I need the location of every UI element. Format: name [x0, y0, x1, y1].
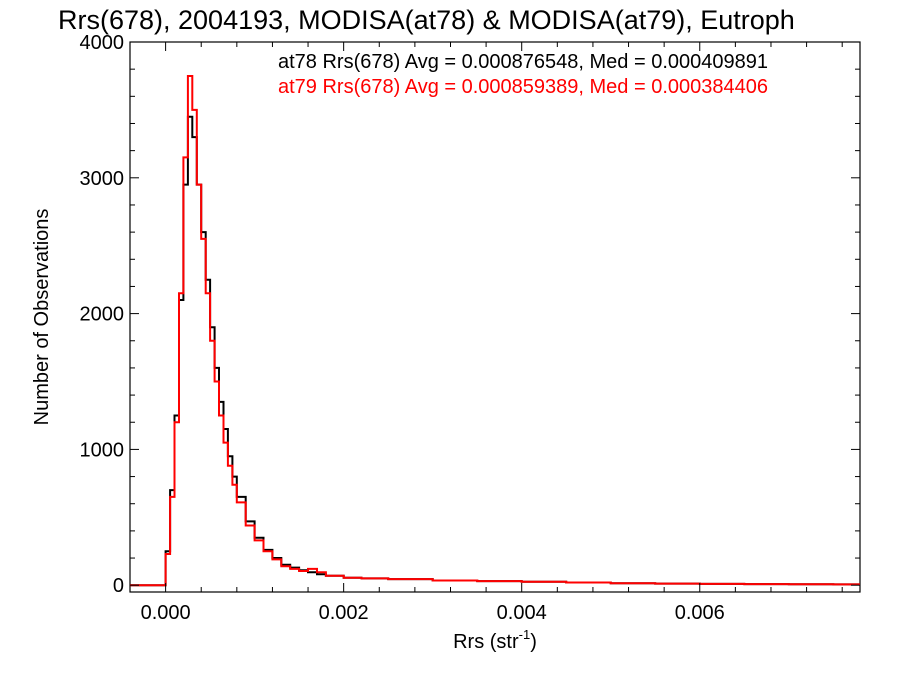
x-axis: 0.000 0.002 0.004 0.006 [129, 42, 843, 624]
y-tick-label: 3000 [80, 168, 125, 190]
y-tick-label: 1000 [80, 439, 125, 461]
y-tick-label: 0 [113, 575, 124, 597]
x-tick-label: 0.006 [675, 602, 725, 624]
x-tick-label: 0.002 [319, 602, 369, 624]
legend: at78 Rrs(678) Avg = 0.000876548, Med = 0… [278, 51, 768, 98]
legend-entry-at79: at79 Rrs(678) Avg = 0.000859389, Med = 0… [278, 76, 768, 98]
y-axis-label: Number of Observations [31, 209, 53, 426]
y-tick-label: 4000 [80, 32, 125, 54]
x-tick-label: 0.000 [141, 602, 191, 624]
plot-frame [129, 41, 861, 593]
y-tick-label: 2000 [80, 304, 125, 326]
x-axis-label: Rrs (str-1) [453, 627, 537, 653]
legend-entry-at78: at78 Rrs(678) Avg = 0.000876548, Med = 0… [278, 51, 768, 73]
plot-area-border [129, 41, 861, 593]
x-tick-label: 0.004 [497, 602, 547, 624]
series-at78-line [130, 115, 860, 587]
series-layer [130, 75, 860, 587]
chart-title: Rrs(678), 2004193, MODISA(at78) & MODISA… [58, 5, 795, 35]
series-at79-line [130, 75, 860, 587]
y-axis: 0 1000 2000 3000 4000 [80, 32, 860, 597]
